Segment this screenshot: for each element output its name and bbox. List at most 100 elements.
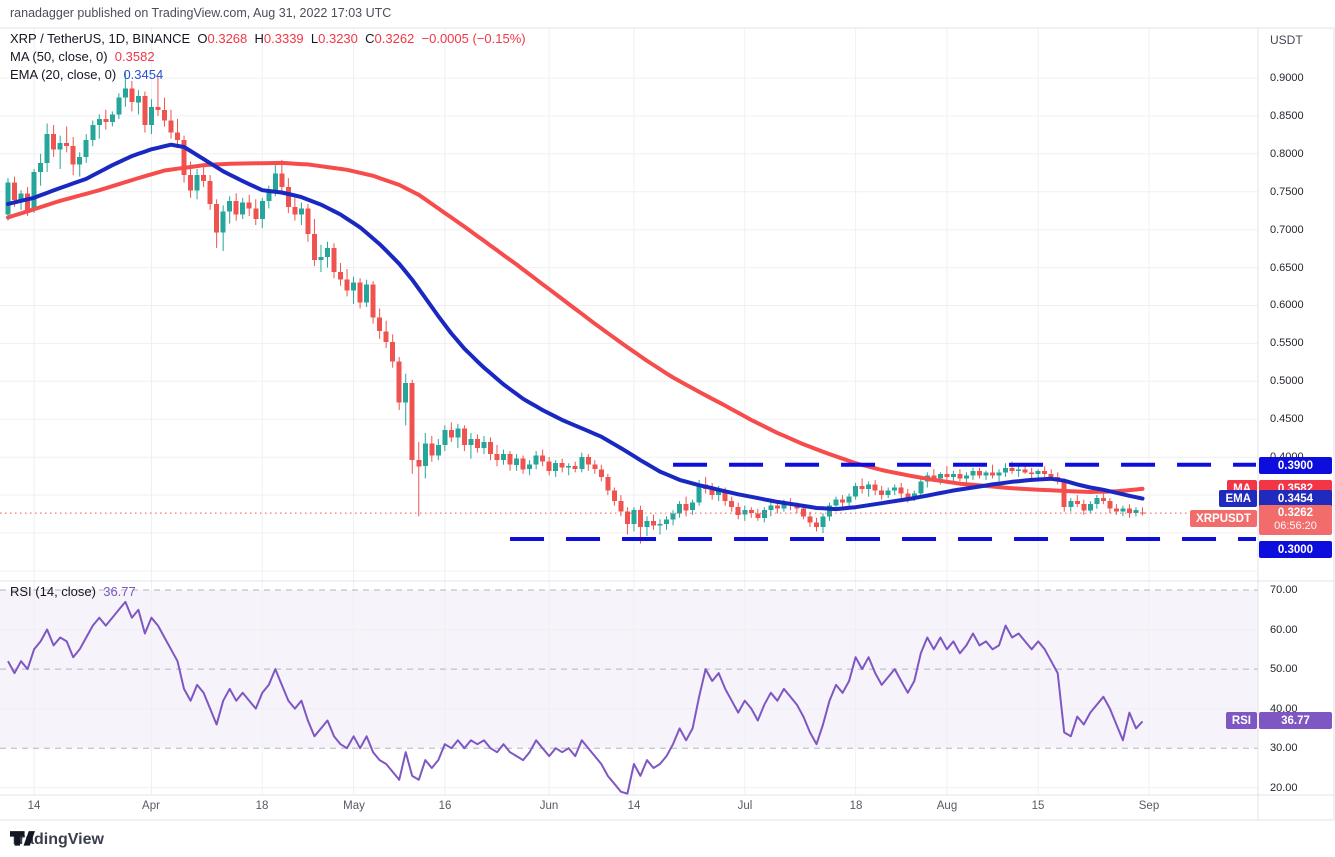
candle-body [729,501,735,508]
candle-body [370,284,376,318]
candle-body [227,200,233,212]
time-axis-label: Aug [936,800,958,812]
rsi-legend-row[interactable]: RSI (14, close) 36.77 [10,584,136,599]
candle-body [403,382,409,403]
candle-body [331,247,337,273]
candle-body [207,181,213,204]
symbol-title: XRP / TetherUS, 1D, BINANCE [10,31,191,46]
candle-body [761,510,767,518]
candle-body [1074,501,1080,505]
ema-value: 0.3454 [123,67,164,82]
candle-body [807,516,813,523]
candle-body [559,463,565,468]
candle-body [911,493,917,498]
ohlc-close-label: C [365,31,375,46]
candle-body [155,106,161,110]
candle-body [266,190,272,201]
rsi-tick-label: 30.00 [1270,742,1298,754]
candle-body [116,97,122,115]
time-axis-label: Apr [142,800,160,812]
candle-body [1016,469,1022,471]
rsi-tick-label: 60.00 [1270,624,1298,636]
ohlc-high-value: 0.3339 [263,31,304,46]
candle-body [950,473,956,477]
candle-body [774,505,780,509]
candle-body [716,490,722,495]
ohlc-open-value: 0.3268 [207,31,248,46]
candle-body [781,502,787,509]
candle-body [872,484,878,491]
candle-body [383,331,389,342]
candle-body [494,454,500,461]
symbol-legend: XRP / TetherUS, 1D, BINANCE O0.3268 H0.3… [10,30,526,84]
candle-body [566,466,572,468]
tradingview-logo-icon [10,831,35,846]
candle-body [657,523,663,526]
ema20-line [6,142,1145,512]
candle-body [637,510,643,527]
rsi-pane[interactable] [0,581,1258,795]
candle-body [905,493,911,498]
candle-body [181,140,187,176]
candle-body [351,282,357,291]
candle-body [109,114,115,122]
price-pane[interactable] [0,28,1258,581]
candle-body [820,516,826,527]
tradingview-logo[interactable]: TradingView [10,831,104,849]
candle-body [57,143,63,150]
candle-body [853,486,859,497]
candle-body [168,120,174,133]
candle-body [572,466,578,470]
candle-body [377,317,383,332]
candle-body [292,206,298,215]
candle-body [416,460,422,467]
candle-body [885,490,891,495]
candle-body [898,487,904,494]
candle-body [540,455,546,462]
candle-body [709,489,715,496]
candle-body [325,247,330,257]
candle-body [1120,508,1126,512]
ema-legend-row[interactable]: EMA (20, close, 0) 0.3454 [10,66,526,84]
price-tick-label: 0.5000 [1270,375,1304,387]
candle-body [357,282,363,303]
candle-body [1133,510,1139,514]
candle-body [996,472,1002,476]
ma50-line [6,160,1145,494]
candle-body [1009,467,1015,471]
candle-body [579,457,585,470]
candle-body [1100,498,1106,502]
candle-body [879,490,885,495]
price-axis[interactable] [1258,28,1335,795]
candle-body [755,513,761,518]
candle-body [1113,508,1119,512]
candle-body [859,486,865,489]
price-tick-label: 0.7500 [1270,186,1304,198]
candle-body [18,193,24,201]
candle-body [651,520,656,526]
ma-value: 0.3582 [114,49,155,64]
candle-body [64,143,70,147]
price-tick-label: 0.8000 [1270,148,1304,160]
candle-body [696,484,702,503]
candle-body [1107,501,1113,509]
candle-body [585,457,591,465]
candle-body [1061,481,1067,508]
rsi-chip: RSI [1225,712,1257,729]
candle-body [122,88,128,98]
candle-body [298,208,304,215]
candle-body [194,175,200,191]
candle-body [664,519,669,524]
candle-body [338,272,343,280]
candle-body [1140,512,1145,514]
rsi-tick-label: 50.00 [1270,663,1298,675]
symbol-legend-main-row[interactable]: XRP / TetherUS, 1D, BINANCE O0.3268 H0.3… [10,30,526,48]
price-tick-label: 0.9000 [1270,72,1304,84]
candle-body [963,475,969,479]
candle-body [1126,508,1132,514]
candle-body [38,162,44,172]
time-axis[interactable] [0,795,1258,820]
ma-legend-row[interactable]: MA (50, close, 0) 0.3582 [10,48,526,66]
candle-body [25,193,31,210]
candle-body [514,458,520,465]
